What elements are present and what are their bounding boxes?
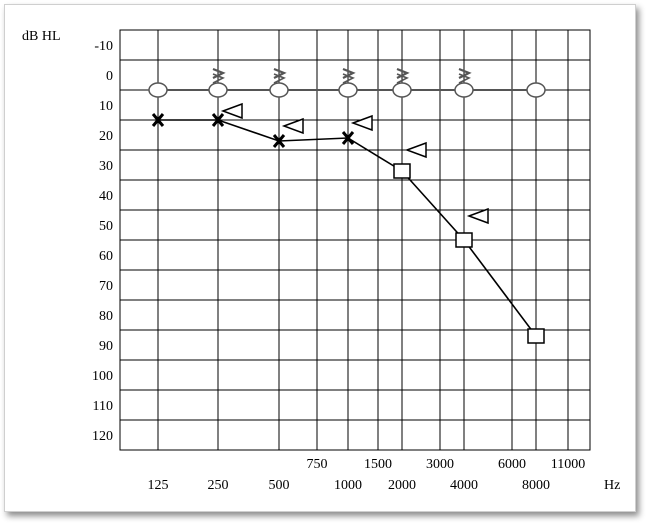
series-markers — [148, 67, 546, 344]
x-tick-label: 500 — [269, 478, 290, 493]
marker-bracket-right — [458, 73, 471, 84]
marker-x — [151, 113, 165, 127]
y-tick-label: 60 — [99, 249, 113, 264]
y-tick-label: 0 — [106, 69, 113, 84]
x-minor-tick-label: 11000 — [551, 457, 585, 472]
marker-triangle-left — [350, 114, 373, 132]
x-axis-unit: Hz — [604, 478, 620, 493]
marker-circle — [269, 82, 289, 98]
y-tick-label: 90 — [99, 339, 113, 354]
marker-circle — [208, 82, 228, 98]
x-tick-label: 250 — [208, 478, 229, 493]
x-minor-tick-label: 1500 — [364, 457, 392, 472]
x-minor-tick-label: 6000 — [498, 457, 526, 472]
marker-bracket-right — [396, 73, 409, 84]
y-tick-label: 20 — [99, 129, 113, 144]
y-tick-label: -10 — [94, 39, 113, 54]
marker-bracket-right — [212, 67, 226, 79]
axis-labels: dB HL Hz -10 0 10 20 30 40 50 60 70 80 90 100 110 120… — [22, 29, 620, 493]
marker-triangle-left — [466, 207, 489, 225]
y-tick-label: 100 — [92, 369, 113, 384]
x-tick-label: 4000 — [450, 478, 478, 493]
marker-circle — [392, 82, 412, 98]
marker-triangle-left — [220, 102, 243, 120]
marker-triangle-left — [404, 141, 427, 159]
marker-x — [211, 113, 225, 127]
x-minor-tick-label: 750 — [307, 457, 328, 472]
x-tick-label: 1000 — [334, 478, 362, 493]
marker-bracket-right — [396, 67, 410, 79]
x-tick-label: 125 — [148, 478, 169, 493]
y-axis-label: dB HL — [22, 29, 61, 44]
marker-square — [527, 328, 545, 344]
marker-circle — [338, 82, 358, 98]
marker-x — [341, 131, 355, 145]
marker-bracket-right — [342, 73, 355, 84]
marker-circle — [148, 82, 168, 98]
marker-bracket-right — [273, 73, 286, 84]
y-tick-label: 70 — [99, 279, 113, 294]
marker-circle — [526, 82, 546, 98]
marker-bracket-right — [342, 67, 356, 79]
marker-bracket-right — [273, 67, 287, 79]
grid — [119, 29, 591, 451]
marker-bracket-right — [458, 67, 472, 79]
marker-circle — [454, 82, 474, 98]
y-tick-label: 40 — [99, 189, 113, 204]
marker-x — [272, 134, 286, 148]
y-tick-label: 80 — [99, 309, 113, 324]
x-tick-label: 8000 — [522, 478, 550, 493]
y-tick-label: 50 — [99, 219, 113, 234]
y-tick-label: 10 — [99, 99, 113, 114]
marker-square — [455, 232, 473, 248]
series-line-square — [401, 170, 537, 337]
marker-square — [393, 163, 411, 179]
marker-bracket-right — [212, 73, 225, 84]
y-tick-label: 30 — [99, 159, 113, 174]
y-tick-label: 120 — [92, 429, 113, 444]
x-minor-tick-label: 3000 — [426, 457, 454, 472]
marker-triangle-left — [281, 117, 304, 135]
y-tick-label: 110 — [93, 399, 113, 414]
x-tick-label: 2000 — [388, 478, 416, 493]
